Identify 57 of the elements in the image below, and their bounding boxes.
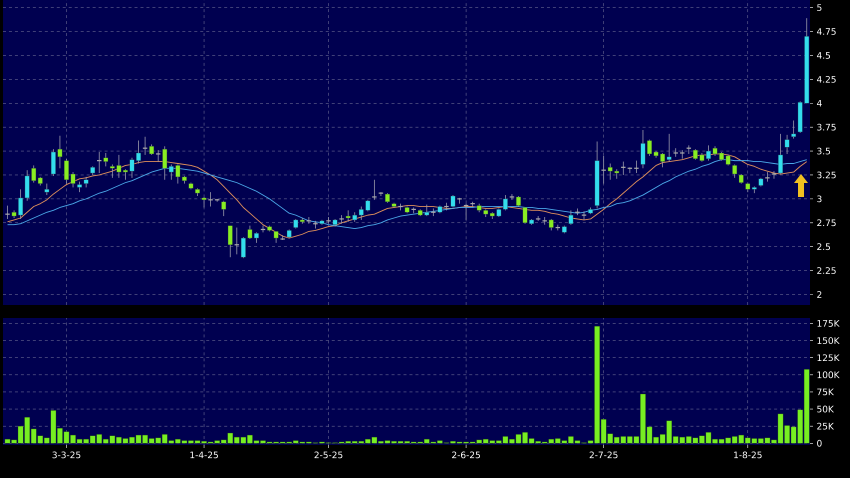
y-tick-label: 2 [817, 291, 822, 298]
candlestick [620, 161, 626, 176]
candlestick [738, 174, 744, 184]
candlestick [234, 227, 240, 255]
x-tick-label: 1-8-25 [734, 452, 762, 458]
y-tick-label: 4.25 [816, 76, 836, 83]
candlestick [202, 196, 206, 208]
x-tick-label: 2-5-25 [314, 452, 342, 458]
y-tick-label: 125K [818, 354, 840, 362]
candlestick [548, 218, 554, 231]
y-tick-label: 0 [817, 440, 822, 447]
y-tick-label: 175K [818, 320, 840, 327]
candlestick [450, 194, 456, 208]
candlestick [764, 172, 770, 182]
candlestick [634, 160, 640, 174]
y-tick-label: 2.5 [817, 243, 830, 250]
candlestick [44, 183, 50, 196]
candlestick [778, 133, 783, 174]
y-tick-label: 75K [817, 388, 834, 396]
candlestick [4, 205, 10, 220]
y-tick-label: 2.75 [817, 219, 836, 226]
y-tick-label: 2.25 [817, 267, 836, 274]
y-tick-label: 5 [817, 4, 822, 11]
candlestick [221, 200, 226, 216]
y-tick-label: 150K [818, 337, 840, 344]
candlestick [84, 176, 89, 188]
x-tick-label: 1-4-25 [190, 452, 218, 458]
candlestick [385, 192, 390, 204]
candlestick [312, 220, 318, 229]
y-tick-label: 3.25 [817, 172, 836, 178]
candlestick [791, 120, 796, 140]
candlestick [732, 164, 738, 178]
y-tick-label: 50K [817, 406, 834, 412]
candlestick [568, 210, 574, 226]
candlestick [149, 144, 154, 156]
candlestick [77, 181, 82, 193]
candlestick [103, 152, 108, 167]
y-tick-label: 4.75 [816, 28, 836, 35]
candlestick [784, 134, 790, 154]
x-tick-label: 3-3-25 [52, 452, 80, 458]
y-tick-label: 3.5 [817, 148, 830, 154]
candlestick [600, 155, 606, 184]
y-tick-label: 3.75 [817, 124, 836, 131]
y-tick-label: 4 [816, 100, 822, 107]
candlestick [574, 208, 580, 216]
y-tick-label: 100K [818, 371, 840, 378]
candlestick [228, 225, 233, 258]
candlestick [208, 192, 214, 207]
x-tick-label: 2-7-25 [590, 452, 618, 458]
candlestick [516, 196, 521, 207]
x-tick-label: 2-6-25 [452, 452, 480, 458]
y-tick-label: 3 [817, 195, 822, 202]
y-tick-label: 25K [817, 422, 834, 430]
candlestick [142, 136, 148, 156]
candlestick [274, 230, 278, 244]
y-tick-label: 4.5 [816, 52, 830, 59]
candlestick [470, 201, 476, 207]
